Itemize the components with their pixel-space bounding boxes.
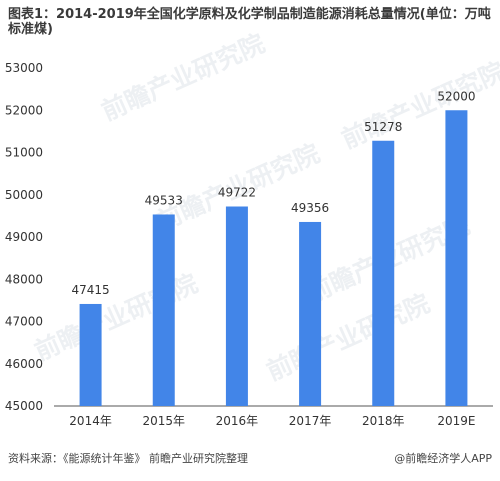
bar-2019E (445, 110, 468, 406)
x-tick-label: 2015年 (142, 414, 185, 428)
x-tick-label: 2014年 (69, 414, 112, 428)
y-tick-label: 52000 (5, 103, 43, 117)
data-label: 52000 (437, 89, 475, 103)
y-tick-label: 45000 (5, 399, 43, 413)
x-tick-label: 2018年 (362, 414, 405, 428)
x-tick-label: 2017年 (289, 414, 332, 428)
data-label: 47415 (71, 283, 109, 297)
data-label: 49722 (218, 185, 256, 199)
y-tick-label: 50000 (5, 188, 43, 202)
x-tick-label: 2019E (437, 414, 475, 428)
y-tick-label: 53000 (5, 61, 43, 75)
bar-2017年 (299, 221, 322, 406)
y-tick-label: 49000 (5, 230, 43, 244)
bar-2016年 (225, 206, 248, 406)
y-tick-label: 46000 (5, 357, 43, 371)
y-tick-label: 47000 (5, 315, 43, 329)
x-tick-label: 2016年 (216, 414, 259, 428)
brand-credit: @前瞻经济学人APP (394, 452, 492, 465)
chart-title: 图表1：2014-2019年全国化学原料及化学制品制造能源消耗总量情况(单位：万… (8, 7, 491, 37)
data-label: 49533 (145, 193, 183, 207)
bar-2015年 (152, 214, 175, 406)
source-note: 资料来源：《能源统计年鉴》 前瞻产业研究院整理 (8, 452, 248, 465)
bar-2014年 (79, 303, 102, 406)
bar-2018年 (372, 140, 395, 406)
data-label: 49356 (291, 201, 329, 215)
data-label: 51278 (364, 120, 402, 134)
y-tick-label: 51000 (5, 146, 43, 160)
y-tick-label: 48000 (5, 272, 43, 286)
